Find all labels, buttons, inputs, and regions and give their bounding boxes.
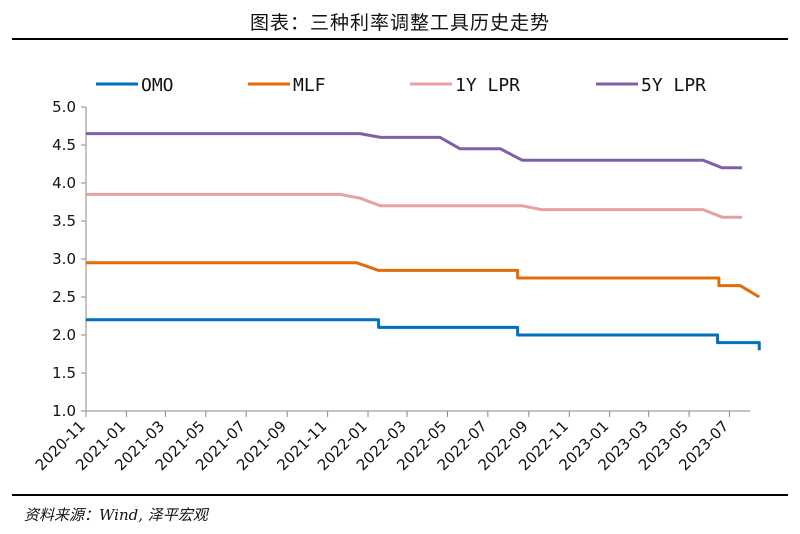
series-line-5y-lpr (86, 132, 743, 170)
y-tick-label: 4.0 (52, 174, 76, 192)
y-tick-label: 3.5 (52, 212, 76, 230)
y-tick-label: 4.5 (52, 136, 76, 154)
y-tick-label: 3.0 (52, 250, 76, 268)
legend-label-omo: OMO (141, 75, 174, 96)
series-line-mlf (86, 261, 761, 299)
y-tick-label: 1.0 (52, 402, 76, 420)
series-line-omo (86, 318, 761, 351)
bottom-rule (12, 494, 788, 496)
plot-area (86, 132, 761, 351)
legend-label-mlf: MLF (293, 75, 326, 96)
chart-title: 图表：三种利率调整工具历史走势 (249, 12, 550, 34)
legend-label-1y-lpr: 1Y LPR (455, 75, 520, 96)
y-axis: 1.0 1.5 2.0 2.5 3.0 3.5 4.0 4.5 5.0 (52, 98, 87, 420)
source-note: 资料来源：Wind, 泽平宏观 (24, 506, 208, 524)
y-tick-label: 2.0 (52, 326, 76, 344)
series-line-1y-lpr (86, 192, 743, 219)
y-tick-label: 2.5 (52, 288, 76, 306)
top-rule (12, 38, 788, 40)
legend: OMO MLF 1Y LPR 5Y LPR (96, 75, 706, 96)
y-tick-label: 1.5 (52, 364, 76, 382)
legend-label-5y-lpr: 5Y LPR (641, 75, 706, 96)
x-axis: 2020-112021-012021-032021-052021-072021-… (32, 410, 750, 474)
y-tick-label: 5.0 (52, 98, 76, 116)
